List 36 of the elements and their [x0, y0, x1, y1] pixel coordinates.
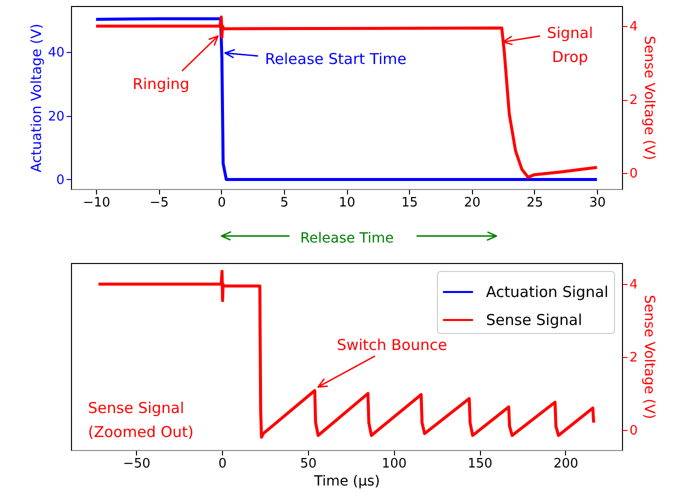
- x-tick-label: 5: [280, 196, 289, 210]
- x-tick-label: 200: [553, 456, 578, 472]
- y2-tick-label: 0: [630, 166, 638, 182]
- x-tick-label: −5: [150, 196, 169, 210]
- x-tick-label: 50: [300, 456, 317, 472]
- annotation: Sense Signal (Zoomed Out): [88, 399, 194, 441]
- y2-tick-label: 2: [630, 350, 638, 366]
- x-tick-label: 100: [382, 456, 407, 472]
- legend-label: Sense Signal: [486, 311, 582, 329]
- y-tick-label: 20: [48, 109, 64, 124]
- annotation: Signal Drop: [546, 24, 594, 66]
- x-tick-label: −10: [82, 196, 110, 210]
- annotation: Ringing: [132, 75, 190, 93]
- y2-axis-title: Sense Voltage (V): [640, 36, 657, 160]
- y-tick-label: 0: [56, 172, 64, 188]
- x-tick-label: 150: [468, 456, 492, 472]
- x-tick-label: 0: [218, 456, 227, 472]
- y2-tick-label: 4: [630, 278, 638, 293]
- x-tick-label: 0: [218, 196, 226, 210]
- x-axis-title: Release Time: [300, 230, 394, 246]
- y2-tick-label: 4: [630, 20, 638, 35]
- x-axis-title: Time (μs): [313, 474, 380, 490]
- annotation: Switch Bounce: [336, 336, 448, 354]
- x-tick-label: −50: [123, 456, 150, 472]
- y2-tick-label: 2: [630, 93, 638, 108]
- y2-tick-label: 0: [630, 423, 638, 438]
- legend-label: Actuation Signal: [486, 283, 608, 301]
- x-tick-label: 30: [589, 196, 606, 210]
- x-tick-label: 25: [526, 196, 544, 210]
- y2-axis-title: Sense Voltage (V): [640, 294, 657, 420]
- y-axis-title: Actuation Voltage (V): [28, 24, 45, 172]
- x-tick-label: 15: [401, 196, 418, 210]
- annotation: Release Start Time: [265, 50, 406, 68]
- y-tick-label: 40: [48, 46, 64, 61]
- x-tick-label: 10: [338, 196, 356, 210]
- x-tick-label: 20: [464, 196, 480, 210]
